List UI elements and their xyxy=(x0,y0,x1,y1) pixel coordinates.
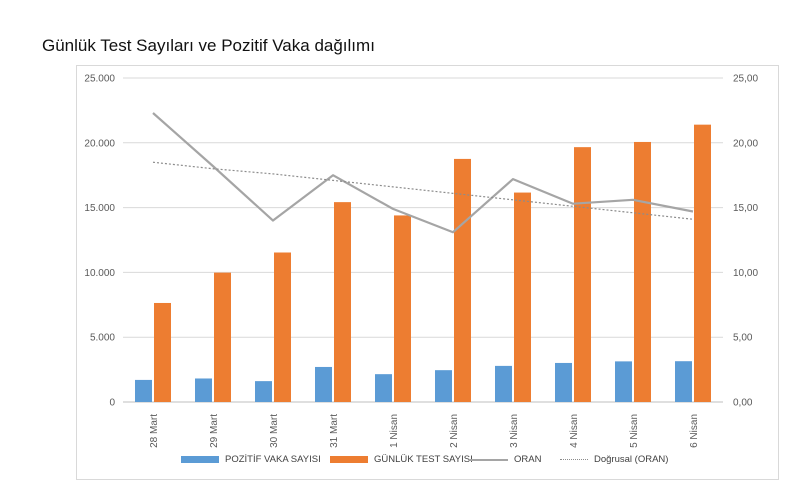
y-left-tick-label: 5.000 xyxy=(90,333,115,344)
y-left-tick-label: 15.000 xyxy=(84,203,115,214)
y-right-tick-label: 20,00 xyxy=(733,138,758,149)
bar-tests xyxy=(514,192,531,402)
bar-tests xyxy=(274,252,291,402)
legend-swatch-trend xyxy=(560,459,588,460)
legend-label-ratio: ORAN xyxy=(514,454,542,465)
legend-item-positive: POZİTİF VAKA SAYISI xyxy=(181,454,321,465)
y-right-tick-label: 25,00 xyxy=(733,74,758,85)
x-tick-label: 30 Mart xyxy=(269,414,280,448)
x-tick-label: 6 Nisan xyxy=(689,414,700,448)
y-right-tick-label: 0,00 xyxy=(733,398,753,409)
legend-label-positive: POZİTİF VAKA SAYISI xyxy=(225,454,321,465)
series-line-trend xyxy=(152,161,694,220)
bar-positive xyxy=(555,362,572,402)
bar-positive xyxy=(375,374,392,402)
legend-label-trend: Doğrusal (ORAN) xyxy=(594,454,669,465)
legend-swatch-ratio xyxy=(470,458,508,461)
x-tick-label: 2 Nisan xyxy=(449,414,460,448)
bar-positive xyxy=(315,366,332,402)
y-left-tick-label: 25.000 xyxy=(84,74,115,85)
bar-positive xyxy=(195,378,212,402)
legend-item-trend: Doğrusal (ORAN) xyxy=(560,454,668,465)
bar-positive xyxy=(675,361,692,402)
y-right-tick-label: 10,00 xyxy=(733,268,758,279)
bar-tests xyxy=(694,124,711,402)
bar-tests xyxy=(574,147,591,402)
legend-item-ratio: ORAN xyxy=(470,454,541,465)
y-right-tick-label: 5,00 xyxy=(733,333,753,344)
chart-frame xyxy=(76,65,779,480)
x-tick-label: 1 Nisan xyxy=(389,414,400,448)
bar-positive xyxy=(435,370,452,402)
bar-positive xyxy=(255,381,272,402)
chart-title: Günlük Test Sayıları ve Pozitif Vaka dağ… xyxy=(42,36,375,55)
x-tick-label: 4 Nisan xyxy=(569,414,580,448)
x-tick-label: 3 Nisan xyxy=(509,414,520,448)
bar-tests xyxy=(214,272,231,402)
y-left-tick-label: 10.000 xyxy=(84,268,115,279)
bar-tests xyxy=(394,215,411,402)
legend-swatch-positive xyxy=(181,456,219,463)
y-left-tick-label: 0 xyxy=(109,398,115,409)
series-line-ratio xyxy=(152,112,694,234)
legend-item-tests: GÜNLÜK TEST SAYISI xyxy=(330,454,473,465)
x-tick-label: 28 Mart xyxy=(149,414,160,448)
bar-positive xyxy=(615,361,632,402)
bar-tests xyxy=(334,202,351,402)
x-tick-label: 31 Mart xyxy=(329,414,340,448)
legend-swatch-tests xyxy=(330,456,368,463)
y-left-tick-label: 20.000 xyxy=(84,138,115,149)
x-tick-label: 29 Mart xyxy=(209,414,220,448)
bar-tests xyxy=(154,302,171,402)
bar-positive xyxy=(495,365,512,402)
x-tick-label: 5 Nisan xyxy=(629,414,640,448)
legend-label-tests: GÜNLÜK TEST SAYISI xyxy=(374,454,473,465)
bar-positive xyxy=(135,379,152,402)
bar-tests xyxy=(634,141,651,403)
chart-legend: POZİTİF VAKA SAYISI GÜNLÜK TEST SAYISI O… xyxy=(0,454,800,472)
y-right-tick-label: 15,00 xyxy=(733,203,758,214)
